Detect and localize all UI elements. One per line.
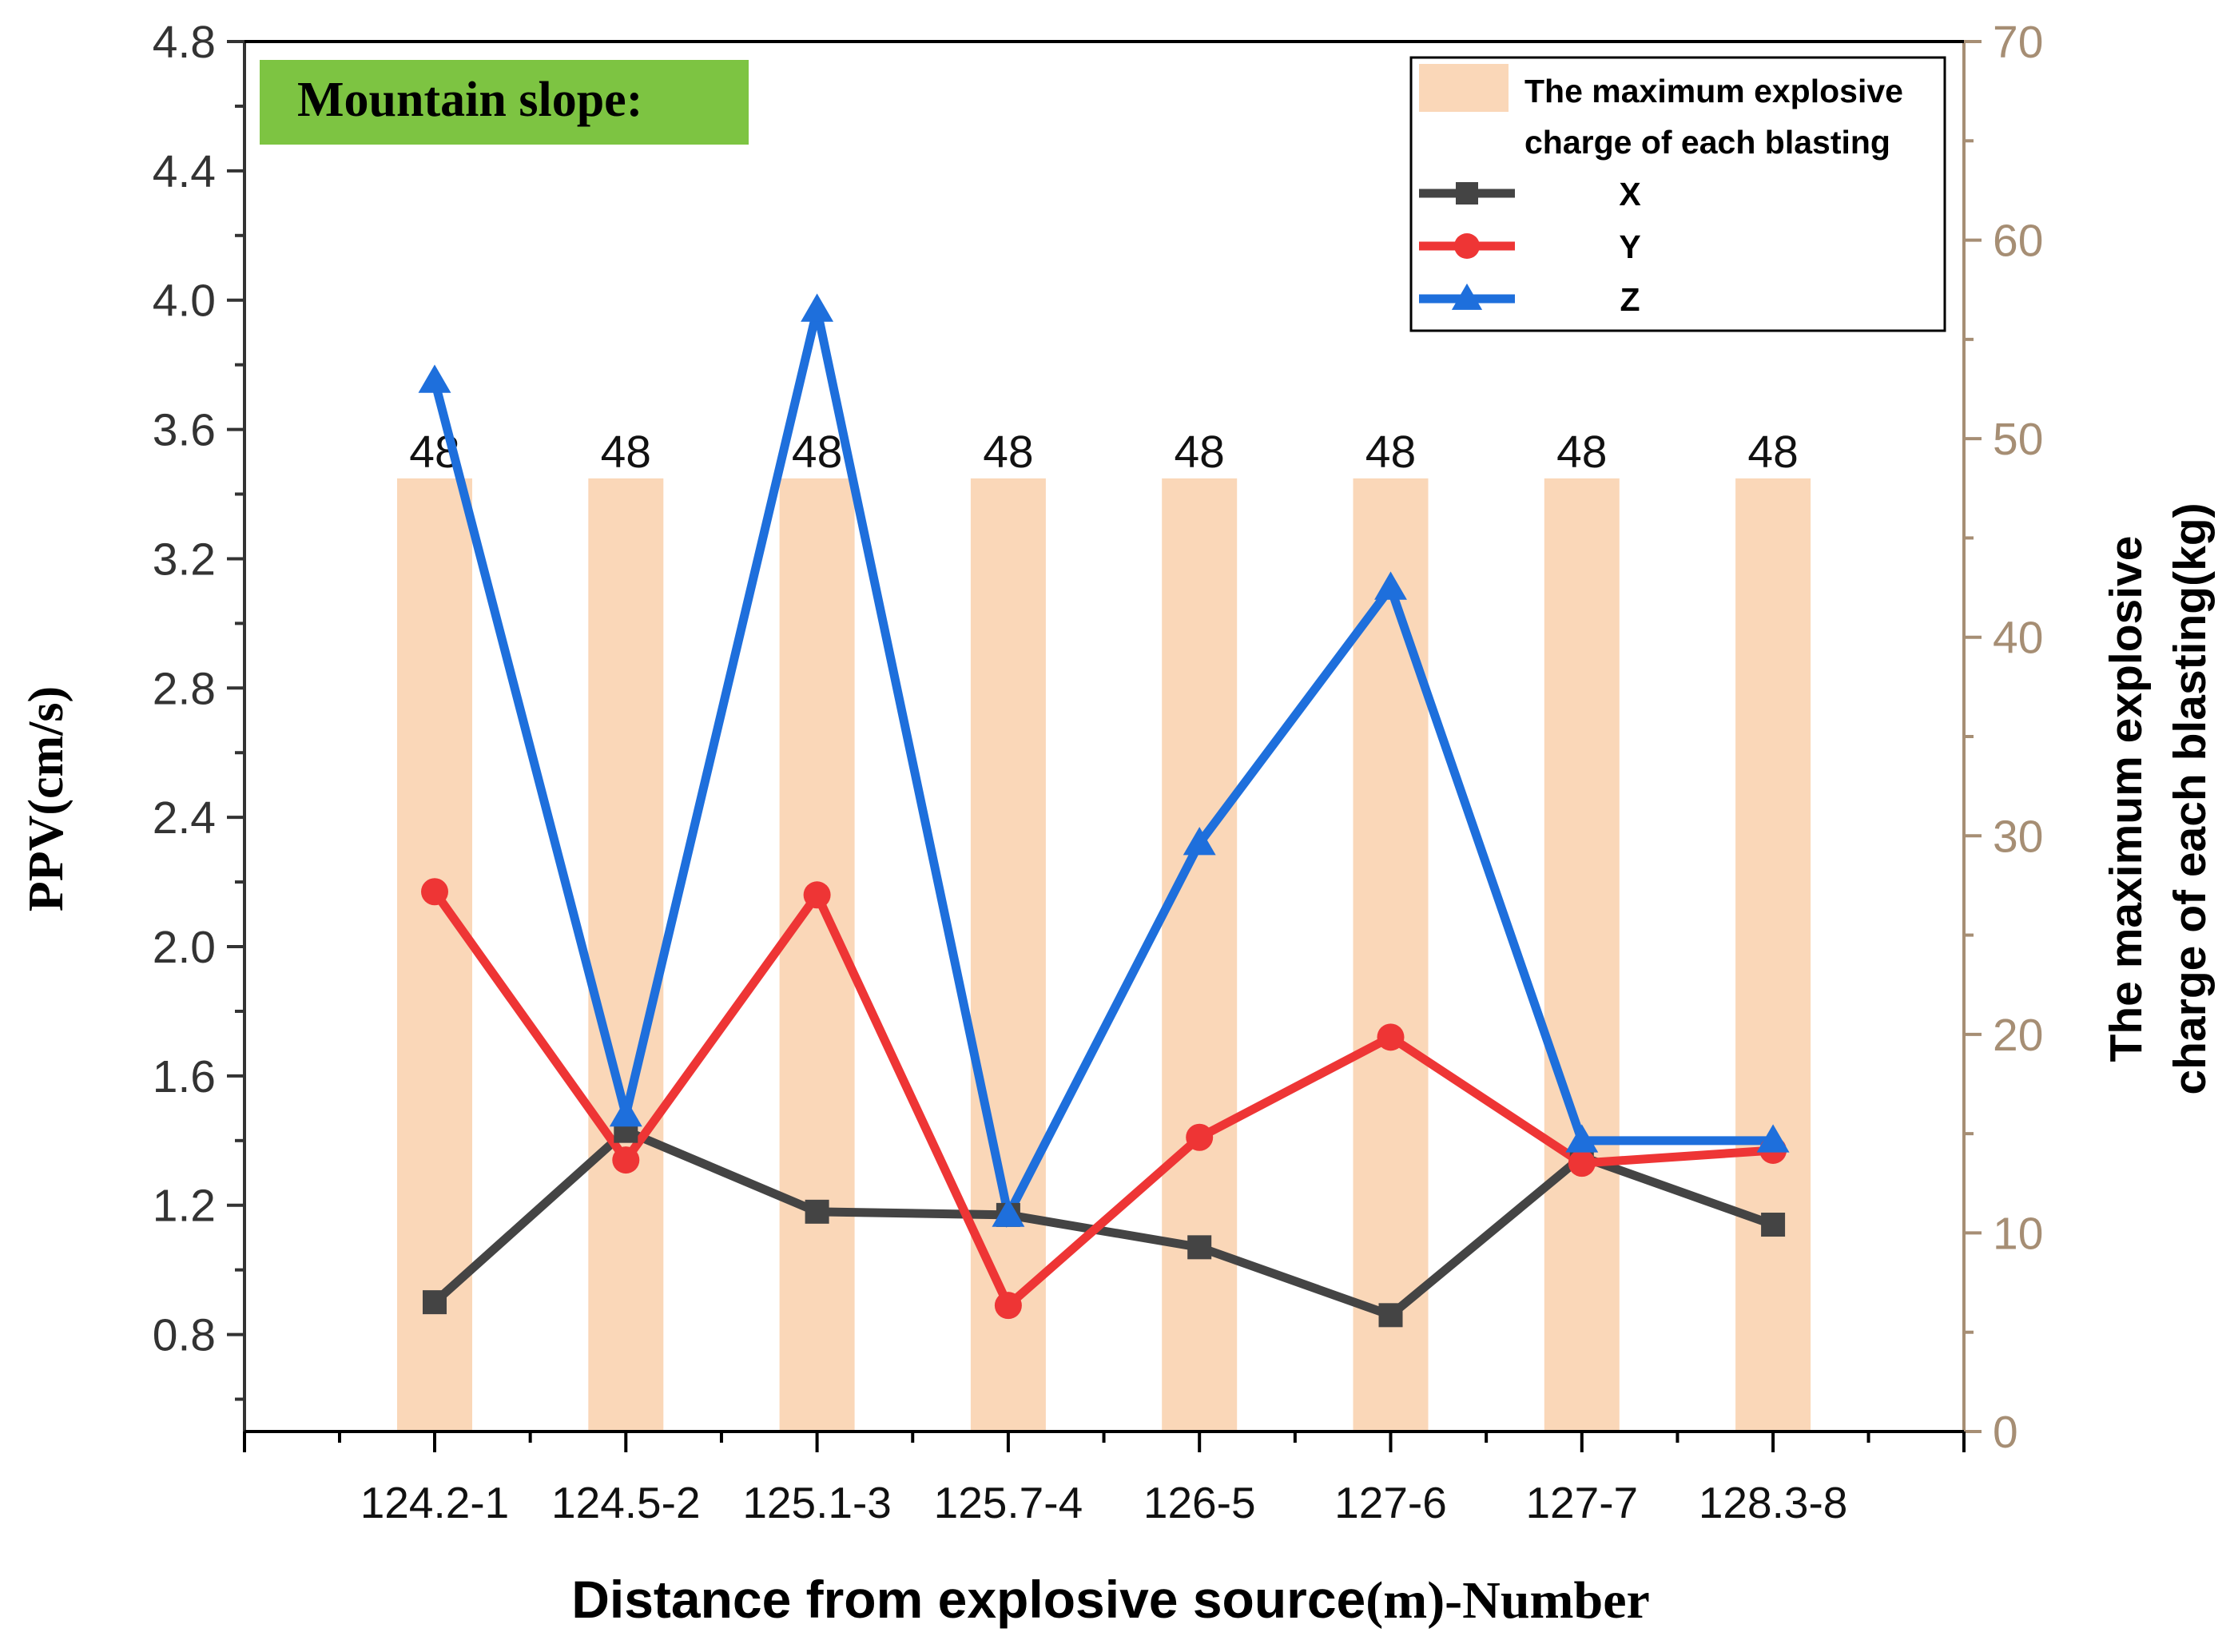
badge-label: Mountain slope: — [297, 73, 642, 127]
y-axis-label: PPV(cm/s) — [19, 686, 74, 911]
bar-labels-layer: 48 48 48 48 48 48 48 48 — [409, 427, 1799, 478]
data-point-circle — [994, 1292, 1022, 1320]
left-tick-label: 3.2 — [153, 534, 216, 585]
left-tick-label: 0.8 — [153, 1310, 216, 1361]
x-axis-label-main: Distance from explosive source — [571, 1570, 1365, 1629]
bar — [1162, 478, 1238, 1432]
bar-value-label: 48 — [601, 427, 651, 478]
data-point-circle — [803, 881, 831, 909]
left-tick-label: 3.6 — [153, 405, 216, 456]
y2-axis-label-line1: The maximum explosive — [2101, 536, 2152, 1062]
bars-layer — [397, 478, 1811, 1432]
legend-label-y: Y — [1619, 228, 1640, 265]
badge-background — [260, 60, 749, 145]
data-point-triangle — [992, 1198, 1025, 1227]
data-point-circle — [421, 878, 448, 906]
left-tick-label: 4.4 — [153, 146, 216, 197]
data-point-circle — [1568, 1150, 1596, 1177]
right-tick-label: 10 — [1993, 1208, 2043, 1259]
bar — [588, 478, 664, 1432]
bar — [970, 478, 1046, 1432]
bar-value-label: 48 — [983, 427, 1033, 478]
right-tick-label: 60 — [1993, 216, 2043, 267]
data-point-square — [423, 1290, 447, 1315]
data-point-triangle — [1374, 571, 1407, 600]
left-tick-label: 4.8 — [153, 17, 216, 68]
data-point-triangle — [1451, 283, 1483, 310]
right-tick-label: 50 — [1993, 414, 2043, 465]
series-line-y — [431, 886, 1774, 1313]
x-tick-label: 124.2-1 — [360, 1478, 510, 1527]
left-tick-label: 2.4 — [153, 792, 216, 844]
legend: The maximum explosive charge of each bla… — [1409, 56, 1946, 332]
data-point-circle — [1186, 1123, 1214, 1151]
left-tick-label: 4.0 — [153, 276, 216, 327]
x-tick-label: 127-6 — [1334, 1478, 1447, 1527]
x-tick-label: 124.5-2 — [551, 1478, 701, 1527]
data-point-circle — [612, 1146, 640, 1174]
lines-layer — [430, 308, 1775, 1320]
legend-series: XYZ — [1419, 176, 1641, 318]
x-tick-label: 126-5 — [1143, 1478, 1256, 1527]
data-point-triangle — [1756, 1124, 1790, 1153]
legend-bar-label-line1: The maximum explosive — [1524, 73, 1903, 109]
data-point-triangle — [1183, 827, 1216, 856]
data-point-circle — [1454, 233, 1480, 259]
right-tick-label: 0 — [1993, 1407, 2018, 1458]
ticks-layer: 0.8 1.2 1.6 2.0 2.4 2.8 3.2 3.6 4.0 4.4 4.8 0 10 20 30… — [153, 17, 2044, 1527]
data-point-triangle — [609, 1098, 642, 1127]
right-tick-label: 30 — [1993, 811, 2043, 862]
bar — [1735, 478, 1811, 1432]
bar-value-label: 48 — [1556, 427, 1607, 478]
x-axis-label-tail: (m)-Number — [1365, 1571, 1650, 1630]
legend-label-z: Z — [1620, 281, 1640, 318]
legend-label-x: X — [1619, 176, 1640, 212]
left-tick-label: 2.8 — [153, 663, 216, 714]
series-line-z — [430, 308, 1774, 1229]
left-tick-label: 1.6 — [153, 1051, 216, 1102]
x-tick-label: 125.7-4 — [934, 1478, 1083, 1527]
data-point-square — [805, 1199, 829, 1224]
right-tick-label: 20 — [1993, 1010, 2043, 1061]
bar-value-label: 48 — [1174, 427, 1224, 478]
bar — [1544, 478, 1620, 1432]
x-tick-label: 127-7 — [1525, 1478, 1638, 1527]
markers-layer — [418, 293, 1790, 1328]
bar-value-label: 48 — [792, 427, 842, 478]
right-tick-label: 70 — [1993, 17, 2043, 68]
y2-axis-label-line2: charge of each blasting(kg) — [2164, 502, 2216, 1094]
x-tick-label: 128.3-8 — [1699, 1478, 1848, 1527]
legend-bar-swatch — [1419, 64, 1509, 112]
left-tick-label: 2.0 — [153, 922, 216, 973]
x-axis-label: Distance from explosive source(m)-Number — [571, 1570, 1650, 1630]
data-point-square — [1378, 1303, 1403, 1328]
left-tick-label: 1.2 — [153, 1181, 216, 1232]
bar-value-label: 48 — [1747, 427, 1798, 478]
legend-bar-label-line2: charge of each blasting — [1524, 124, 1890, 161]
data-point-square — [1761, 1213, 1786, 1237]
x-tick-label: 125.1-3 — [742, 1478, 892, 1527]
data-point-triangle — [801, 293, 834, 322]
bar-value-label: 48 — [1365, 427, 1416, 478]
bar — [1353, 478, 1429, 1432]
right-tick-label: 40 — [1993, 613, 2043, 664]
series-line-x — [431, 1126, 1775, 1320]
data-point-triangle — [1565, 1124, 1599, 1153]
data-point-circle — [1377, 1023, 1405, 1051]
data-point-square — [1456, 182, 1478, 205]
data-point-triangle — [418, 364, 451, 393]
data-point-square — [1187, 1235, 1212, 1260]
bar — [397, 478, 472, 1432]
mountain-slope-badge: Mountain slope: — [260, 60, 749, 145]
